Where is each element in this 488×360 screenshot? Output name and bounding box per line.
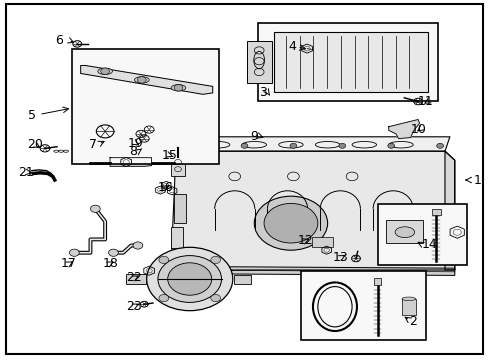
Bar	[273, 32, 427, 92]
Text: 23: 23	[126, 300, 142, 313]
Polygon shape	[81, 66, 212, 94]
Circle shape	[174, 85, 183, 91]
Circle shape	[90, 205, 100, 212]
Text: 11: 11	[417, 95, 433, 108]
Bar	[311, 237, 332, 247]
Circle shape	[101, 68, 109, 75]
Circle shape	[289, 143, 296, 148]
Text: 3: 3	[259, 86, 266, 99]
Text: 5: 5	[28, 109, 36, 122]
Circle shape	[133, 242, 142, 249]
Circle shape	[387, 143, 394, 148]
Bar	[300, 271, 426, 340]
Text: 1: 1	[472, 174, 480, 186]
Text: 13: 13	[332, 251, 347, 264]
Polygon shape	[444, 151, 454, 270]
Bar	[173, 194, 185, 223]
Bar	[246, 41, 272, 83]
Text: 21: 21	[19, 166, 34, 179]
Text: 9: 9	[250, 130, 258, 143]
Circle shape	[137, 77, 146, 83]
Circle shape	[69, 249, 79, 256]
Bar	[431, 209, 440, 215]
Text: 7: 7	[89, 138, 97, 150]
Text: 12: 12	[297, 234, 312, 247]
Ellipse shape	[394, 227, 414, 238]
Text: 15: 15	[161, 149, 177, 162]
Text: 2: 2	[408, 315, 416, 328]
Circle shape	[210, 256, 220, 264]
Circle shape	[210, 294, 220, 302]
Bar	[171, 227, 183, 248]
Circle shape	[241, 143, 247, 148]
Circle shape	[158, 256, 221, 302]
Circle shape	[167, 263, 211, 295]
Circle shape	[159, 256, 168, 264]
Circle shape	[254, 196, 327, 250]
Bar	[233, 275, 250, 284]
Bar	[258, 23, 437, 101]
Circle shape	[264, 203, 317, 243]
Polygon shape	[388, 120, 419, 139]
Text: 20: 20	[27, 138, 42, 151]
Text: 17: 17	[61, 257, 77, 270]
Bar	[373, 278, 381, 285]
Text: 6: 6	[55, 34, 62, 47]
Polygon shape	[110, 158, 151, 166]
Polygon shape	[171, 266, 454, 275]
Text: 10: 10	[410, 123, 426, 136]
Polygon shape	[171, 151, 454, 270]
Text: 8: 8	[129, 145, 137, 158]
Text: 19: 19	[128, 137, 143, 150]
Text: 14: 14	[421, 238, 436, 251]
Bar	[72, 49, 219, 164]
Text: 4: 4	[288, 40, 296, 53]
Ellipse shape	[98, 68, 112, 75]
Text: 22: 22	[126, 271, 142, 284]
Ellipse shape	[134, 77, 149, 83]
Circle shape	[436, 143, 443, 148]
Bar	[401, 299, 415, 315]
Circle shape	[192, 143, 199, 148]
Bar	[377, 204, 466, 265]
Text: 18: 18	[102, 257, 118, 270]
Text: 16: 16	[157, 181, 173, 194]
Bar	[386, 220, 422, 243]
Polygon shape	[176, 137, 449, 151]
Circle shape	[159, 294, 168, 302]
Ellipse shape	[401, 297, 415, 301]
Ellipse shape	[171, 85, 185, 91]
Circle shape	[338, 143, 345, 148]
Bar	[126, 274, 145, 284]
Circle shape	[146, 247, 232, 311]
Bar	[171, 157, 184, 176]
Circle shape	[108, 249, 118, 256]
